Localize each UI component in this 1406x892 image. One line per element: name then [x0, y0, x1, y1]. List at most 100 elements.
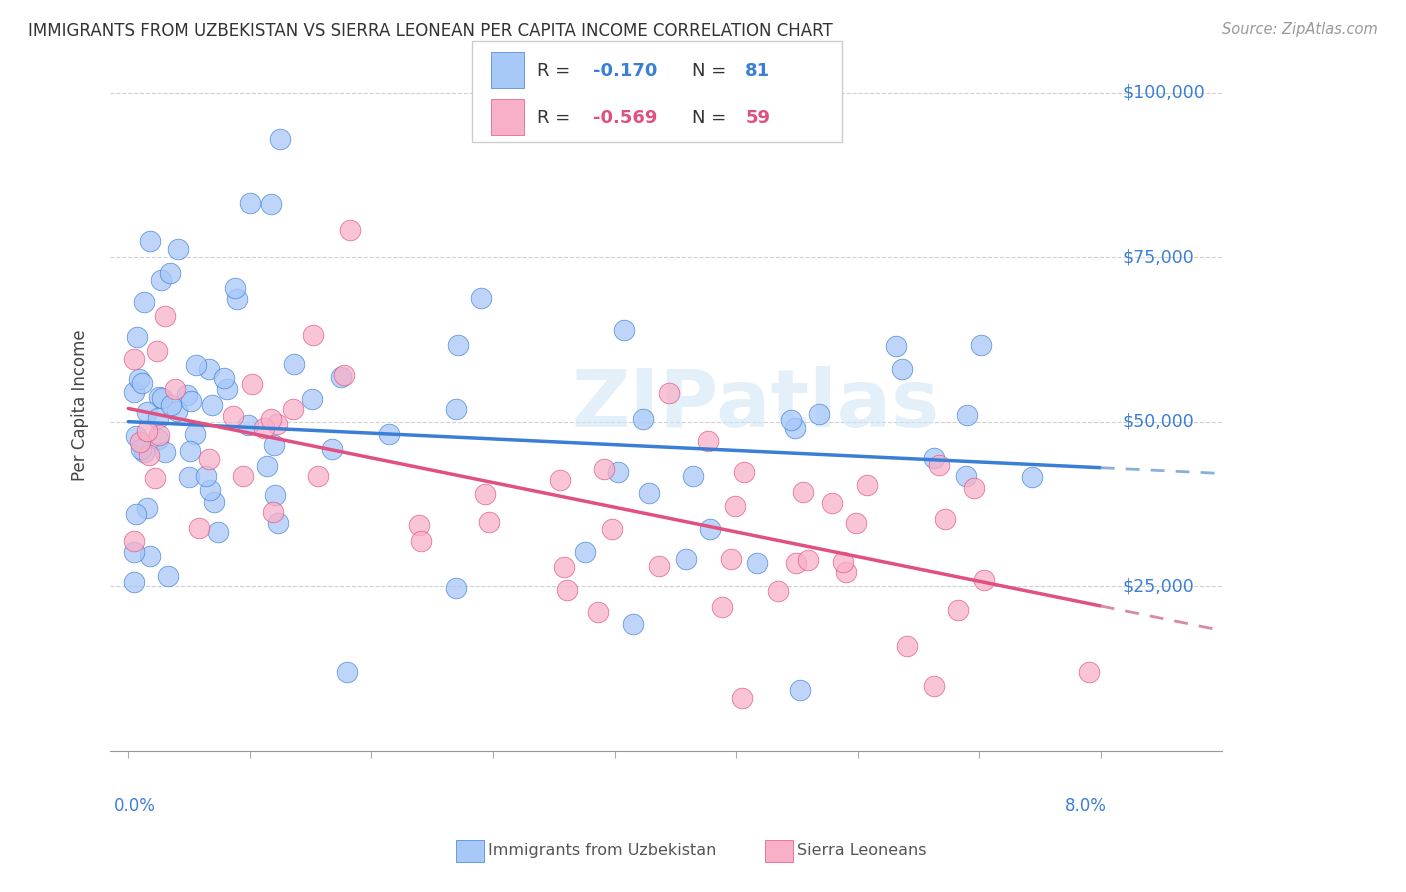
- Point: [167, 242, 190, 256]
- Text: ZIPatlas: ZIPatlas: [571, 367, 939, 444]
- Point: [675, 552, 697, 566]
- Point: [240, 377, 263, 392]
- Point: [766, 583, 789, 598]
- Text: Immigrants from Uzbekistan: Immigrants from Uzbekistan: [488, 844, 716, 858]
- Text: 8.0%: 8.0%: [1064, 797, 1107, 815]
- Point: [955, 468, 977, 483]
- Text: N =: N =: [692, 109, 731, 127]
- Point: [339, 222, 361, 236]
- Point: [745, 556, 768, 570]
- Text: IMMIGRANTS FROM UZBEKISTAN VS SIERRA LEONEAN PER CAPITA INCOME CORRELATION CHART: IMMIGRANTS FROM UZBEKISTAN VS SIERRA LEO…: [28, 22, 832, 40]
- Point: [682, 469, 704, 483]
- Text: $50,000: $50,000: [1122, 413, 1194, 431]
- Point: [283, 357, 305, 371]
- Point: [146, 432, 169, 446]
- Point: [124, 385, 146, 400]
- Point: [586, 605, 609, 619]
- Point: [733, 465, 755, 479]
- Point: [124, 545, 146, 559]
- Point: [201, 398, 224, 412]
- Point: [184, 358, 207, 372]
- Point: [600, 522, 623, 536]
- Point: [184, 426, 207, 441]
- Point: [267, 516, 290, 530]
- Point: [333, 368, 356, 383]
- Point: [179, 444, 201, 458]
- Point: [125, 507, 148, 521]
- Point: [699, 522, 721, 536]
- Point: [124, 351, 146, 366]
- Point: [212, 371, 235, 385]
- Point: [896, 640, 918, 654]
- Point: [832, 555, 855, 569]
- Point: [148, 391, 170, 405]
- Point: [188, 521, 211, 535]
- Point: [281, 401, 304, 416]
- Point: [606, 465, 628, 479]
- Point: [785, 556, 807, 570]
- Point: [146, 344, 169, 359]
- Point: [302, 328, 325, 343]
- Point: [792, 484, 814, 499]
- Point: [307, 468, 329, 483]
- Point: [269, 131, 291, 145]
- Point: [226, 292, 249, 306]
- Point: [447, 337, 470, 351]
- Text: $100,000: $100,000: [1122, 84, 1205, 102]
- Point: [148, 428, 170, 442]
- Point: [446, 401, 468, 416]
- Point: [224, 281, 246, 295]
- Text: N =: N =: [692, 62, 731, 79]
- Text: $75,000: $75,000: [1122, 248, 1194, 266]
- Point: [150, 391, 173, 405]
- Point: [132, 444, 155, 458]
- Point: [946, 602, 969, 616]
- Point: [408, 517, 430, 532]
- Point: [478, 515, 501, 529]
- Text: -0.170: -0.170: [593, 62, 658, 79]
- Point: [574, 545, 596, 559]
- Point: [638, 486, 661, 500]
- Point: [658, 386, 681, 401]
- Point: [956, 409, 979, 423]
- Point: [789, 682, 811, 697]
- Text: R =: R =: [537, 109, 576, 127]
- Point: [159, 266, 181, 280]
- Point: [266, 417, 288, 431]
- Point: [808, 407, 831, 421]
- Point: [263, 487, 285, 501]
- Point: [143, 471, 166, 485]
- Point: [845, 516, 868, 531]
- Point: [720, 552, 742, 566]
- Point: [973, 574, 995, 588]
- Point: [934, 511, 956, 525]
- Y-axis label: Per Capita Income: Per Capita Income: [72, 329, 89, 481]
- Point: [821, 496, 844, 510]
- Point: [711, 600, 734, 615]
- Point: [378, 427, 401, 442]
- Point: [239, 196, 262, 211]
- Point: [928, 458, 950, 473]
- Text: -0.569: -0.569: [593, 109, 658, 127]
- Point: [470, 291, 492, 305]
- Point: [548, 473, 571, 487]
- Text: Sierra Leoneans: Sierra Leoneans: [797, 844, 927, 858]
- Point: [409, 533, 432, 548]
- Point: [139, 549, 162, 563]
- Text: 0.0%: 0.0%: [114, 797, 156, 815]
- Point: [159, 398, 181, 412]
- Point: [131, 442, 153, 457]
- Point: [785, 421, 807, 435]
- Text: Source: ZipAtlas.com: Source: ZipAtlas.com: [1222, 22, 1378, 37]
- Point: [557, 583, 579, 598]
- Point: [129, 435, 152, 450]
- Point: [163, 382, 186, 396]
- Text: $25,000: $25,000: [1122, 577, 1194, 595]
- Point: [136, 500, 159, 515]
- Point: [922, 450, 945, 465]
- Point: [125, 330, 148, 344]
- Point: [329, 370, 352, 384]
- Point: [128, 372, 150, 386]
- Point: [856, 478, 879, 492]
- Point: [263, 438, 285, 452]
